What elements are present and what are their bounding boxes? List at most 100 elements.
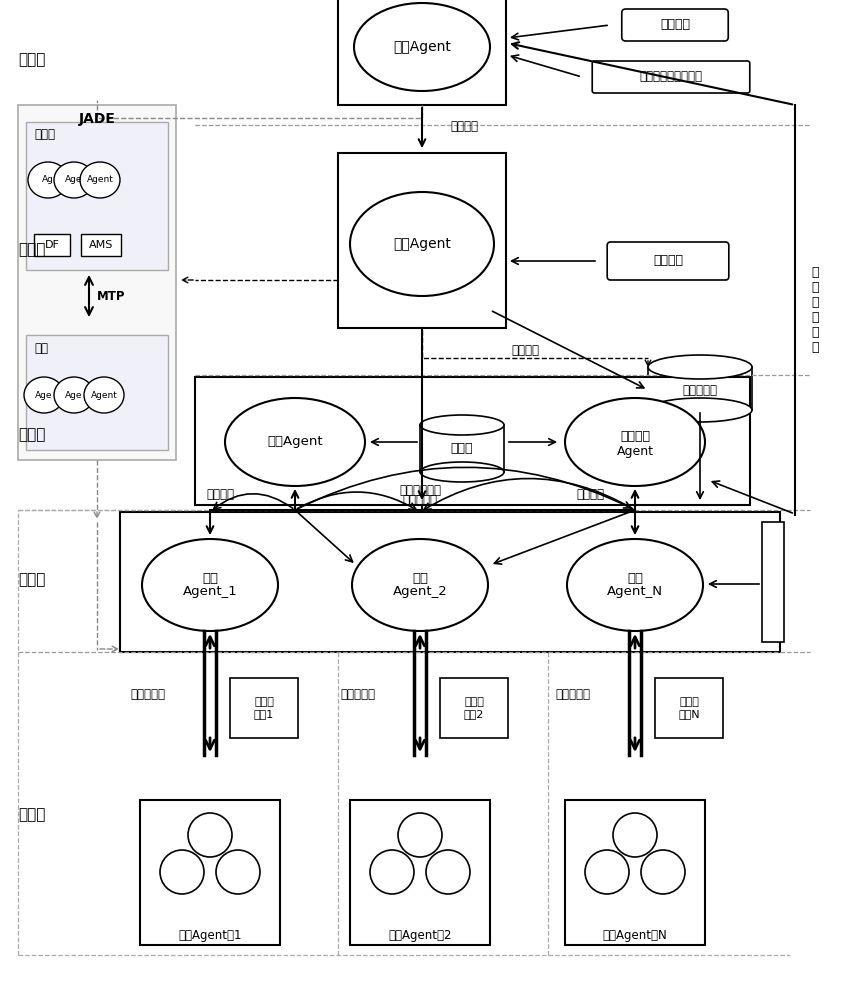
FancyBboxPatch shape: [350, 800, 490, 945]
Text: Agent_N: Agent_N: [607, 585, 663, 598]
FancyArrowPatch shape: [214, 494, 293, 509]
Text: 服务层: 服务层: [19, 572, 45, 587]
Text: 扩展合同网: 扩展合同网: [341, 688, 375, 702]
Text: 任务序列: 任务序列: [511, 344, 539, 357]
Ellipse shape: [565, 398, 705, 486]
Text: Age: Age: [66, 390, 82, 399]
Text: 案例库: 案例库: [451, 442, 473, 455]
FancyBboxPatch shape: [338, 0, 506, 105]
Ellipse shape: [84, 377, 124, 413]
Ellipse shape: [225, 398, 365, 486]
Ellipse shape: [142, 539, 278, 631]
Ellipse shape: [24, 377, 64, 413]
Text: 结果的传递: 结果的传递: [403, 494, 437, 508]
Ellipse shape: [370, 850, 414, 894]
Text: 资源Agent库N: 资源Agent库N: [603, 928, 668, 942]
FancyBboxPatch shape: [648, 367, 752, 410]
Ellipse shape: [160, 850, 204, 894]
FancyBboxPatch shape: [621, 9, 728, 41]
Text: 资源Agent库2: 资源Agent库2: [389, 928, 452, 942]
FancyBboxPatch shape: [338, 153, 506, 328]
Text: 用户界面: 用户界面: [660, 18, 690, 31]
FancyBboxPatch shape: [120, 512, 780, 652]
FancyBboxPatch shape: [18, 105, 176, 460]
Text: 用户层: 用户层: [19, 52, 45, 68]
Text: 资源Agent库1: 资源Agent库1: [178, 928, 241, 942]
Text: 能力服务库: 能力服务库: [683, 384, 717, 397]
FancyBboxPatch shape: [655, 678, 723, 738]
FancyBboxPatch shape: [440, 678, 508, 738]
Ellipse shape: [80, 162, 120, 198]
FancyBboxPatch shape: [195, 377, 750, 505]
FancyBboxPatch shape: [420, 425, 504, 472]
FancyBboxPatch shape: [607, 242, 729, 280]
Text: 公共消
息板N: 公共消 息板N: [678, 697, 700, 719]
Text: Agent: Agent: [87, 176, 114, 184]
Text: 公共消
息板2: 公共消 息板2: [464, 697, 484, 719]
Text: Agent: Agent: [616, 446, 653, 458]
Text: 任务需求: 任务需求: [450, 120, 478, 133]
Text: 主容器: 主容器: [34, 128, 55, 141]
Text: 扩展合同网: 扩展合同网: [556, 688, 590, 702]
Ellipse shape: [54, 162, 94, 198]
Text: Age: Age: [35, 390, 53, 399]
Text: 任务分解: 任务分解: [653, 254, 683, 267]
Text: 任务层: 任务层: [19, 242, 45, 257]
FancyBboxPatch shape: [26, 122, 168, 270]
Text: AMS: AMS: [89, 240, 114, 250]
Text: 服务: 服务: [627, 572, 643, 584]
FancyBboxPatch shape: [140, 800, 280, 945]
Ellipse shape: [54, 377, 94, 413]
Ellipse shape: [216, 850, 260, 894]
Ellipse shape: [641, 850, 685, 894]
Ellipse shape: [354, 3, 490, 91]
Text: 服务: 服务: [202, 572, 218, 584]
Text: DF: DF: [45, 240, 60, 250]
Text: 决策层: 决策层: [19, 428, 45, 442]
Ellipse shape: [188, 813, 232, 857]
Text: JADE: JADE: [78, 112, 115, 126]
FancyBboxPatch shape: [81, 234, 121, 256]
Text: MTP: MTP: [97, 290, 125, 302]
FancyBboxPatch shape: [26, 335, 168, 450]
Ellipse shape: [420, 415, 504, 435]
Text: 决策请求: 决策请求: [576, 488, 604, 502]
Text: 服务: 服务: [412, 572, 428, 584]
Text: 任
务
执
行
结
果: 任 务 执 行 结 果: [812, 266, 819, 354]
Text: 决策Agent: 决策Agent: [267, 436, 323, 448]
Ellipse shape: [352, 539, 488, 631]
Text: Age: Age: [66, 176, 82, 184]
FancyBboxPatch shape: [230, 678, 298, 738]
Ellipse shape: [648, 398, 752, 422]
Ellipse shape: [420, 462, 504, 482]
FancyBboxPatch shape: [34, 234, 70, 256]
Text: 任务分发: 任务分发: [206, 488, 234, 502]
Text: 状态信息、结果显示: 状态信息、结果显示: [639, 70, 702, 84]
Text: 备用决策: 备用决策: [620, 430, 650, 444]
Text: 容器: 容器: [34, 342, 48, 355]
Ellipse shape: [426, 850, 470, 894]
Text: 用户Agent: 用户Agent: [393, 40, 451, 54]
Text: 依赖任务执行: 依赖任务执行: [399, 484, 441, 496]
Ellipse shape: [648, 355, 752, 379]
Text: Ag: Ag: [42, 176, 54, 184]
Ellipse shape: [567, 539, 703, 631]
FancyBboxPatch shape: [565, 800, 705, 945]
Text: 资源层: 资源层: [19, 808, 45, 822]
FancyArrowPatch shape: [424, 479, 632, 510]
Text: Agent_1: Agent_1: [182, 585, 237, 598]
FancyBboxPatch shape: [762, 522, 784, 642]
Ellipse shape: [28, 162, 68, 198]
Text: Agent_2: Agent_2: [393, 585, 447, 598]
Text: 扩展合同网: 扩展合同网: [130, 688, 166, 702]
Ellipse shape: [613, 813, 657, 857]
FancyArrowPatch shape: [298, 492, 416, 510]
Ellipse shape: [585, 850, 629, 894]
FancyArrowPatch shape: [298, 467, 631, 509]
Ellipse shape: [398, 813, 442, 857]
FancyBboxPatch shape: [592, 61, 750, 93]
Text: Agent: Agent: [91, 390, 118, 399]
Text: 任务Agent: 任务Agent: [393, 237, 451, 251]
Ellipse shape: [350, 192, 494, 296]
Text: 公共消
息板1: 公共消 息板1: [254, 697, 274, 719]
